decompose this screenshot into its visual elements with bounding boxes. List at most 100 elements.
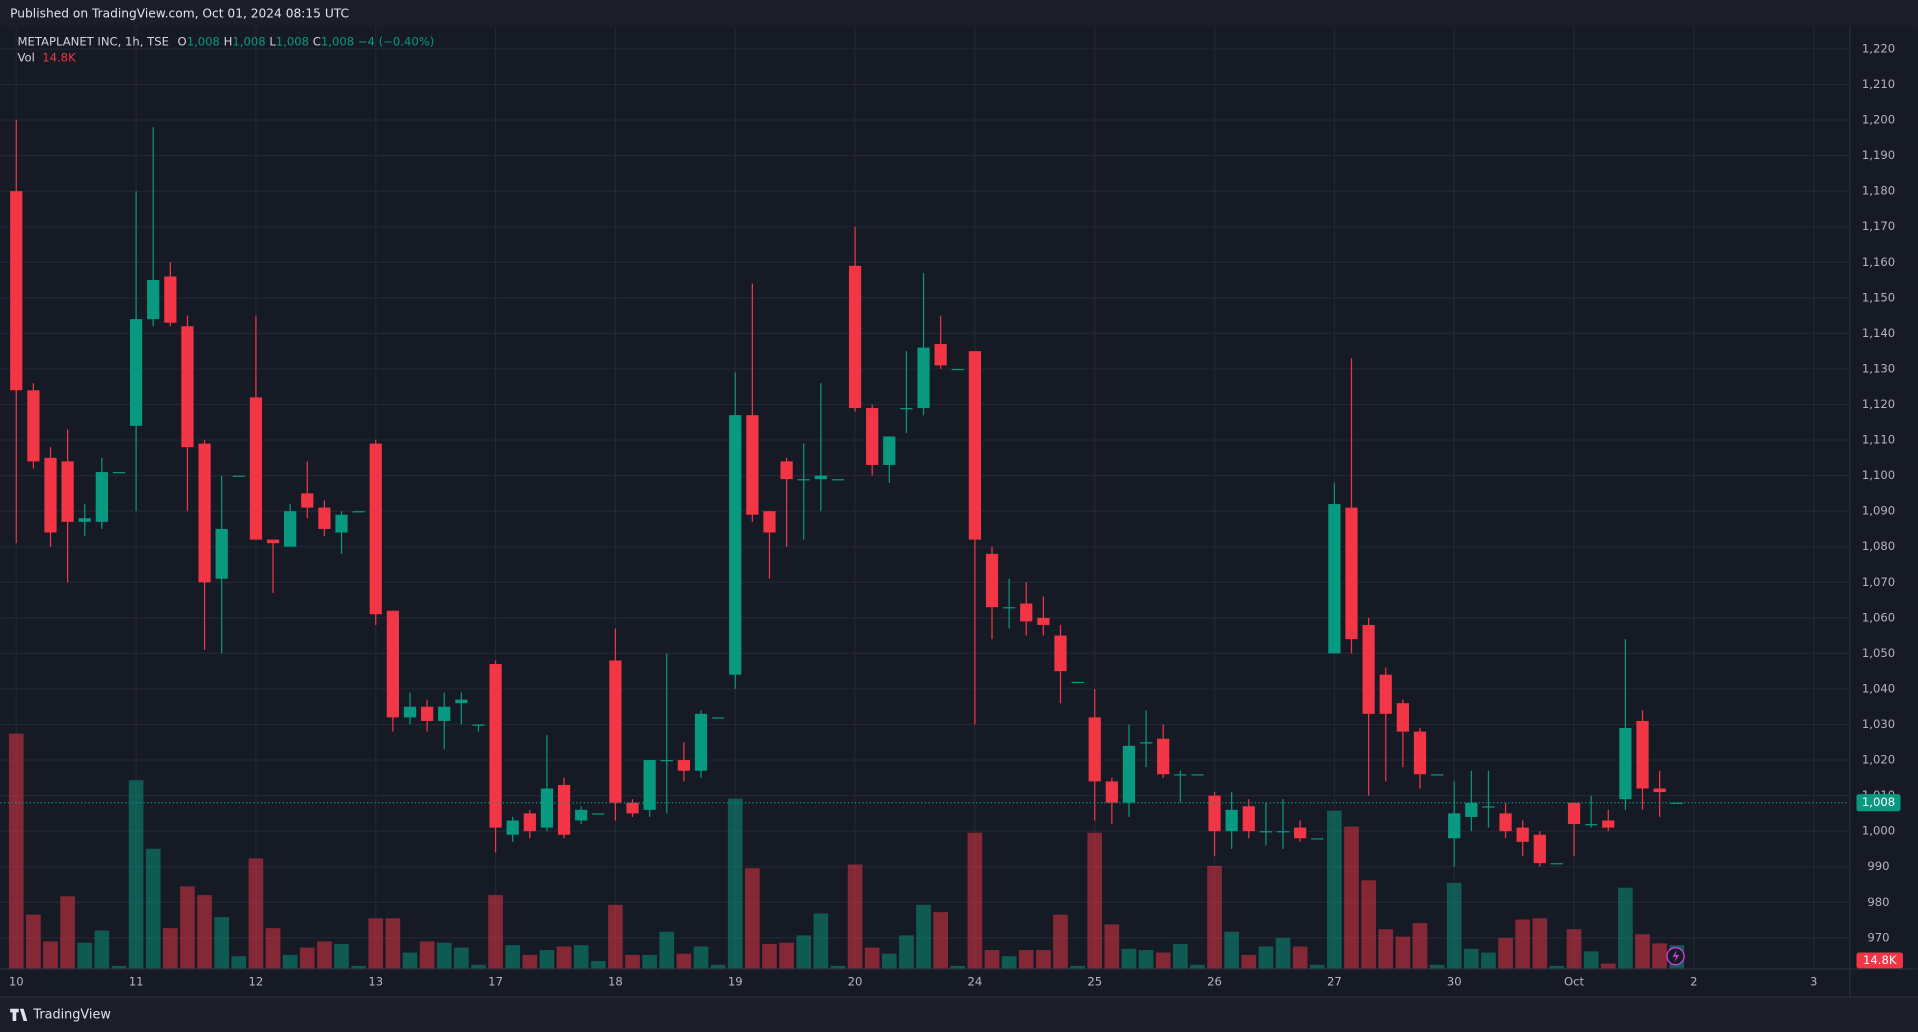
x-tick-label: 30	[1447, 974, 1462, 988]
candle-body	[95, 472, 108, 522]
y-tick-label: 1,200	[1862, 113, 1895, 127]
footer-text: TradingView	[32, 1007, 111, 1022]
volume-bar	[1566, 929, 1582, 969]
volume-bar	[830, 965, 846, 969]
volume-bar	[1018, 950, 1034, 969]
volume-bar	[145, 848, 161, 969]
legend-key: L	[269, 34, 276, 48]
candle-body	[1276, 831, 1290, 833]
candle-body	[472, 724, 485, 726]
y-tick-label: 1,220	[1862, 41, 1895, 55]
volume-bar	[1344, 826, 1359, 969]
candle-body	[643, 760, 656, 810]
volume-bar	[933, 912, 948, 969]
candle-body	[1465, 802, 1478, 817]
candle-body	[78, 518, 91, 522]
volume-bar	[1224, 931, 1240, 969]
candle-body	[506, 820, 519, 835]
legend-value: 1,008	[276, 34, 309, 48]
legend-value: 1,008	[321, 34, 354, 48]
candle-body	[181, 326, 194, 448]
y-tick-label: 1,090	[1862, 504, 1895, 518]
candle-body	[951, 368, 964, 371]
y-tick-label: 1,050	[1862, 646, 1895, 660]
candle-body	[1379, 674, 1392, 714]
candle-body	[1413, 731, 1427, 775]
volume-bar	[950, 965, 966, 969]
volume-bar	[1121, 948, 1137, 969]
y-tick-label: 1,080	[1862, 539, 1895, 553]
y-tick-label: 1,000	[1862, 824, 1895, 838]
volume-bar	[539, 950, 555, 969]
candle-body	[1550, 863, 1564, 865]
volume-bar	[1001, 956, 1017, 969]
volume-bar	[436, 942, 452, 969]
candle-body	[1259, 831, 1273, 833]
volume-bar	[710, 964, 726, 969]
x-tick-label: 19	[728, 974, 743, 988]
y-tick-label: 1,100	[1862, 468, 1895, 482]
legend-value: 1,008	[232, 34, 265, 48]
candle-body	[780, 461, 793, 480]
x-tick-label: 13	[368, 974, 383, 988]
candle-body	[883, 436, 896, 465]
legend-symbol: METAPLANET INC, 1h, TSE	[17, 34, 168, 48]
volume-bar	[642, 954, 657, 969]
y-tick-label: 1,020	[1862, 753, 1895, 767]
volume-bar	[317, 941, 332, 969]
volume-bar	[1241, 954, 1257, 969]
volume-bar	[1498, 937, 1513, 969]
volume-bar	[1429, 964, 1445, 969]
volume-bar	[1395, 936, 1411, 969]
legend-change: −4 (−0.40%)	[358, 34, 434, 48]
candle-body	[352, 511, 365, 513]
volume-bar	[1412, 923, 1428, 969]
volume-bar	[1600, 963, 1616, 969]
volume-bar	[8, 733, 24, 969]
legend-key: O	[178, 34, 187, 48]
candle-body	[284, 511, 297, 547]
legend-volume: Vol 14.8K	[17, 50, 76, 64]
x-tick-label: 2	[1690, 974, 1697, 988]
volume-bar	[248, 858, 264, 969]
candle-body	[1362, 624, 1375, 714]
volume-bar	[1053, 914, 1068, 969]
x-tick-label: 20	[848, 974, 863, 988]
volume-bar	[180, 886, 195, 969]
volume-bar	[881, 953, 897, 969]
candle-body	[1448, 813, 1461, 839]
x-tick-label: 12	[249, 974, 264, 988]
x-tick-label: 24	[968, 974, 983, 988]
candle-body	[985, 553, 999, 608]
y-tick-label: 1,190	[1862, 148, 1895, 162]
candle-body	[900, 408, 913, 410]
last-price-label: 1,008	[1862, 795, 1895, 809]
volume-bar	[471, 964, 486, 969]
y-tick-label: 1,040	[1862, 681, 1895, 695]
volume-bar	[351, 965, 366, 969]
volume-bar	[214, 917, 230, 969]
candle-body	[44, 457, 57, 533]
volume-layer	[8, 733, 1685, 969]
volume-bar	[899, 935, 914, 969]
candle-body	[1653, 788, 1666, 793]
legend-value: 1,008	[187, 34, 220, 48]
volume-bar	[265, 928, 281, 969]
x-tick-label: 10	[9, 974, 24, 988]
candle-body	[934, 344, 947, 366]
logo-mark	[10, 1008, 28, 1021]
candle-body	[438, 706, 451, 721]
candle-body	[694, 713, 708, 771]
volume-bar	[299, 947, 315, 969]
time-axis-area	[0, 968, 1918, 997]
y-tick-label: 1,030	[1862, 717, 1895, 731]
volume-bar	[625, 954, 640, 969]
volume-bar	[60, 896, 75, 969]
volume-bar	[864, 947, 880, 969]
x-tick-label: 25	[1087, 974, 1102, 988]
candle-body	[1328, 504, 1341, 654]
volume-bar	[676, 953, 692, 969]
volume-bar	[659, 931, 675, 969]
candle-body	[318, 507, 331, 529]
